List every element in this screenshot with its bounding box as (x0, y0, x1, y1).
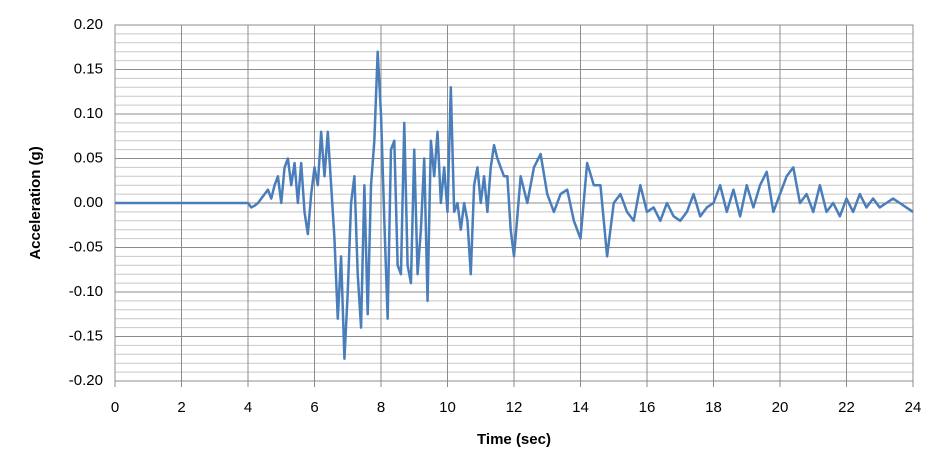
y-tick-label: -0.10 (69, 283, 103, 300)
x-tick-label: 6 (310, 399, 318, 416)
x-tick-label: 8 (377, 399, 385, 416)
x-tick-label: 10 (439, 399, 456, 416)
x-tick-label: 12 (506, 399, 523, 416)
y-tick-label: -0.20 (69, 372, 103, 389)
x-tick-label: 16 (639, 399, 656, 416)
y-axis-title: Acceleration (g) (27, 146, 44, 259)
x-tick-label: 24 (905, 399, 922, 416)
y-tick-label: 0.10 (74, 105, 103, 122)
y-tick-label: 0.20 (74, 16, 103, 33)
x-tick-label: 20 (772, 399, 789, 416)
x-tick-label: 22 (838, 399, 855, 416)
y-tick-label: 0.05 (74, 149, 103, 166)
y-tick-label: -0.15 (69, 327, 103, 344)
x-tick-label: 14 (572, 399, 589, 416)
x-tick-label: 4 (244, 399, 252, 416)
y-tick-label: -0.05 (69, 238, 103, 255)
y-tick-label: 0.00 (74, 194, 103, 211)
data-line (115, 50, 914, 360)
x-tick-label: 0 (111, 399, 119, 416)
x-tick-label: 18 (705, 399, 722, 416)
y-tick-label: 0.15 (74, 60, 103, 77)
x-tick-label: 2 (177, 399, 185, 416)
x-axis-title: Time (sec) (477, 431, 551, 448)
